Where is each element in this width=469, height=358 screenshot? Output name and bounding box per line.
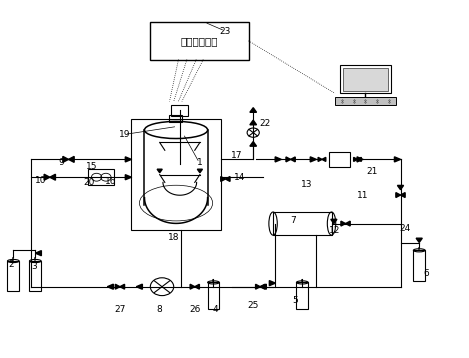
Polygon shape (68, 156, 74, 163)
Polygon shape (396, 193, 401, 198)
Bar (8, 261, 19, 291)
Text: 温压采集系统: 温压采集系统 (181, 36, 218, 46)
Polygon shape (226, 176, 230, 182)
Polygon shape (107, 284, 113, 289)
Polygon shape (250, 108, 257, 112)
Text: 18: 18 (168, 233, 180, 242)
Text: 11: 11 (357, 190, 369, 199)
Text: 23: 23 (219, 26, 231, 35)
Text: 13: 13 (301, 180, 313, 189)
Polygon shape (318, 158, 322, 161)
Polygon shape (397, 185, 404, 190)
Polygon shape (125, 157, 131, 162)
Bar (131, 119, 221, 230)
Text: 26: 26 (189, 305, 200, 314)
Polygon shape (275, 157, 281, 162)
Polygon shape (197, 169, 203, 173)
Bar (296, 282, 308, 309)
Text: 2: 2 (8, 260, 14, 269)
Polygon shape (250, 120, 257, 125)
Polygon shape (401, 193, 405, 198)
Text: 19: 19 (119, 130, 130, 139)
Text: 6: 6 (424, 269, 429, 278)
Bar (329, 151, 350, 167)
Bar (88, 169, 114, 185)
Polygon shape (44, 174, 50, 180)
Polygon shape (195, 284, 199, 289)
Text: 22: 22 (259, 119, 271, 128)
Text: 20: 20 (84, 178, 95, 187)
Bar (273, 212, 332, 235)
Polygon shape (35, 251, 41, 256)
Polygon shape (256, 284, 260, 289)
Polygon shape (354, 158, 357, 161)
Bar (413, 250, 425, 281)
Text: 25: 25 (248, 301, 259, 310)
Polygon shape (260, 284, 266, 289)
Bar (335, 97, 396, 105)
Polygon shape (291, 157, 295, 162)
Polygon shape (394, 157, 401, 162)
Text: 27: 27 (114, 305, 126, 314)
Text: 16: 16 (105, 177, 116, 186)
Polygon shape (63, 156, 68, 163)
Text: 9: 9 (59, 159, 64, 168)
Polygon shape (157, 169, 162, 173)
Polygon shape (357, 158, 361, 161)
Polygon shape (322, 158, 326, 161)
Bar (171, 105, 188, 116)
Polygon shape (115, 284, 120, 289)
Text: 8: 8 (157, 305, 163, 314)
Polygon shape (357, 157, 363, 162)
Bar (340, 65, 391, 93)
Text: 4: 4 (213, 305, 219, 314)
Polygon shape (250, 141, 257, 146)
Polygon shape (310, 157, 316, 162)
Text: 3: 3 (31, 262, 37, 271)
Text: 15: 15 (86, 162, 98, 171)
Polygon shape (120, 284, 125, 289)
Polygon shape (221, 176, 226, 182)
Text: 7: 7 (290, 216, 296, 224)
Polygon shape (260, 284, 265, 289)
Bar (151, 22, 249, 59)
Bar (168, 115, 182, 122)
Polygon shape (341, 221, 346, 226)
Polygon shape (346, 221, 350, 226)
Bar (30, 261, 41, 291)
Bar (208, 282, 219, 309)
Text: 12: 12 (329, 226, 340, 235)
Text: 1: 1 (197, 159, 202, 168)
Polygon shape (190, 284, 195, 289)
Text: 5: 5 (292, 296, 298, 305)
Polygon shape (50, 174, 55, 180)
Text: 21: 21 (367, 168, 378, 176)
Polygon shape (136, 284, 143, 289)
Polygon shape (269, 281, 275, 286)
Text: 14: 14 (234, 173, 245, 182)
Polygon shape (125, 175, 131, 180)
Text: 10: 10 (35, 176, 46, 185)
Polygon shape (416, 238, 422, 242)
Polygon shape (331, 219, 337, 224)
Polygon shape (286, 157, 291, 162)
Text: 17: 17 (231, 151, 242, 160)
Text: 24: 24 (400, 224, 411, 233)
Bar (343, 68, 388, 91)
